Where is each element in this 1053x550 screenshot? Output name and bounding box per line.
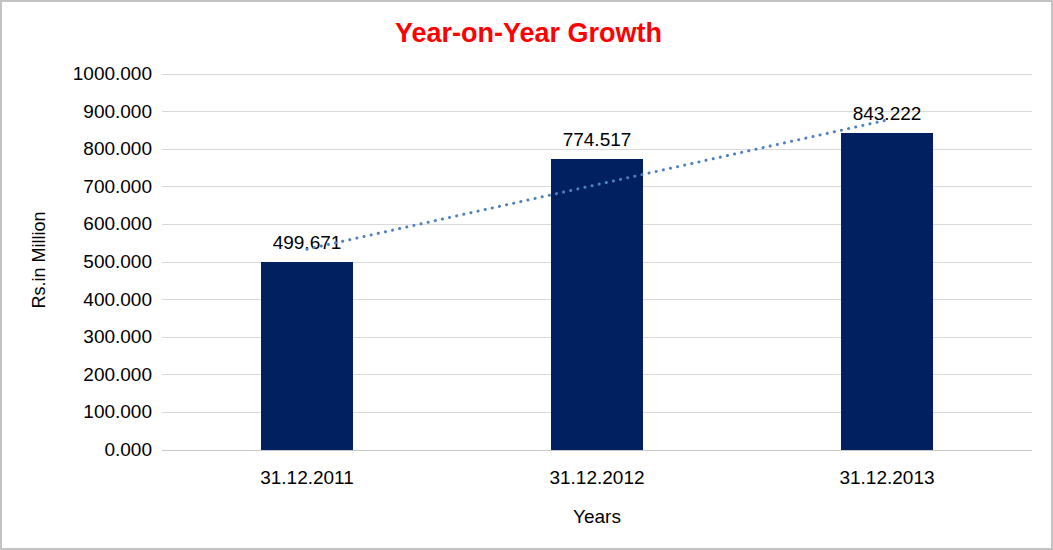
y-tick-label: 100.000 [42,401,152,423]
y-tick-label: 200.000 [42,364,152,386]
y-tick-label: 300.000 [42,326,152,348]
data-label: 843.222 [817,103,957,125]
y-tick-label: 800.000 [42,138,152,160]
bar-31.12.2012 [551,159,643,450]
y-tick-label: 900.000 [42,101,152,123]
data-label: 774.517 [527,129,667,151]
y-tick-label: 700.000 [42,176,152,198]
bar-31.12.2011 [261,262,353,450]
chart-frame: Year-on-Year Growth Rs.in Million Years … [0,0,1053,550]
chart-title: Year-on-Year Growth [2,18,1053,49]
y-tick-label: 500.000 [42,251,152,273]
y-tick-label: 400.000 [42,289,152,311]
x-tick-label: 31.12.2013 [787,467,987,489]
bar-31.12.2013 [841,133,933,450]
data-label: 499.671 [237,232,377,254]
x-tick-label: 31.12.2011 [207,467,407,489]
y-tick-label: 1000.000 [42,63,152,85]
x-axis-title: Years [162,506,1032,528]
y-tick-label: 600.000 [42,213,152,235]
x-tick-label: 31.12.2012 [497,467,697,489]
gridline [162,74,1032,75]
y-tick-label: 0.000 [42,439,152,461]
